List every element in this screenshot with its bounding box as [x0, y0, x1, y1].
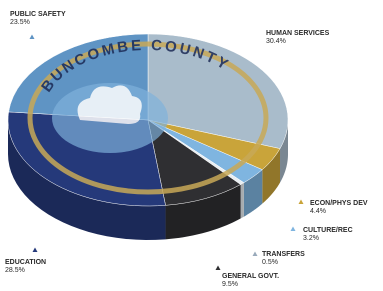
value-label: 3.2% — [303, 235, 319, 242]
category-label: EDUCATION — [5, 259, 46, 266]
value-label: 4.4% — [310, 208, 326, 215]
slice-side — [241, 183, 244, 219]
label-marker — [33, 248, 38, 253]
category-label: HUMAN SERVICES — [266, 30, 330, 37]
label-marker — [299, 200, 304, 205]
value-label: 30.4% — [266, 38, 286, 45]
label-marker — [216, 266, 221, 271]
value-label: 28.5% — [5, 267, 25, 274]
value-label: 9.5% — [222, 281, 238, 288]
category-label: GENERAL GOVT. — [222, 273, 279, 280]
value-label: 23.5% — [10, 19, 30, 26]
chart: BUNCOMBE COUNTY HUMAN SERVICES30.4%ECON/… — [0, 0, 383, 291]
label-marker — [30, 35, 35, 40]
category-label: ECON/PHYS DEV — [310, 200, 368, 207]
category-label: PUBLIC SAFETY — [10, 11, 66, 18]
label-marker — [291, 227, 296, 232]
category-label: CULTURE/REC — [303, 227, 353, 234]
label-marker — [253, 252, 258, 257]
value-label: 0.5% — [262, 259, 278, 266]
category-label: TRANSFERS — [262, 251, 305, 258]
